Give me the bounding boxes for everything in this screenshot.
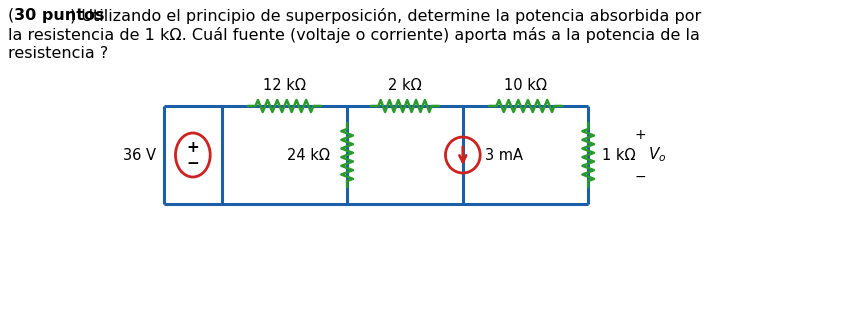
Text: $V_o$: $V_o$ bbox=[648, 146, 666, 164]
Text: ) Utilizando el principio de superposición, determine la potencia absorbida por: ) Utilizando el principio de superposici… bbox=[71, 8, 702, 24]
Text: 10 kΩ: 10 kΩ bbox=[504, 78, 547, 93]
Text: 30 puntos: 30 puntos bbox=[14, 8, 104, 23]
Text: +: + bbox=[187, 140, 199, 155]
Text: 12 kΩ: 12 kΩ bbox=[263, 78, 306, 93]
Text: 1 kΩ: 1 kΩ bbox=[602, 147, 635, 163]
Text: la resistencia de 1 kΩ. Cuál fuente (voltaje o corriente) aporta más a la potenc: la resistencia de 1 kΩ. Cuál fuente (vol… bbox=[8, 27, 700, 43]
Text: (: ( bbox=[8, 8, 14, 23]
Text: +: + bbox=[635, 128, 646, 142]
Text: 36 V: 36 V bbox=[123, 147, 156, 163]
Text: resistencia ?: resistencia ? bbox=[8, 46, 108, 61]
Text: 2 kΩ: 2 kΩ bbox=[388, 78, 422, 93]
Text: −: − bbox=[187, 156, 199, 171]
Text: 3 mA: 3 mA bbox=[485, 147, 523, 163]
Text: 24 kΩ: 24 kΩ bbox=[287, 147, 330, 163]
Text: −: − bbox=[635, 170, 646, 184]
